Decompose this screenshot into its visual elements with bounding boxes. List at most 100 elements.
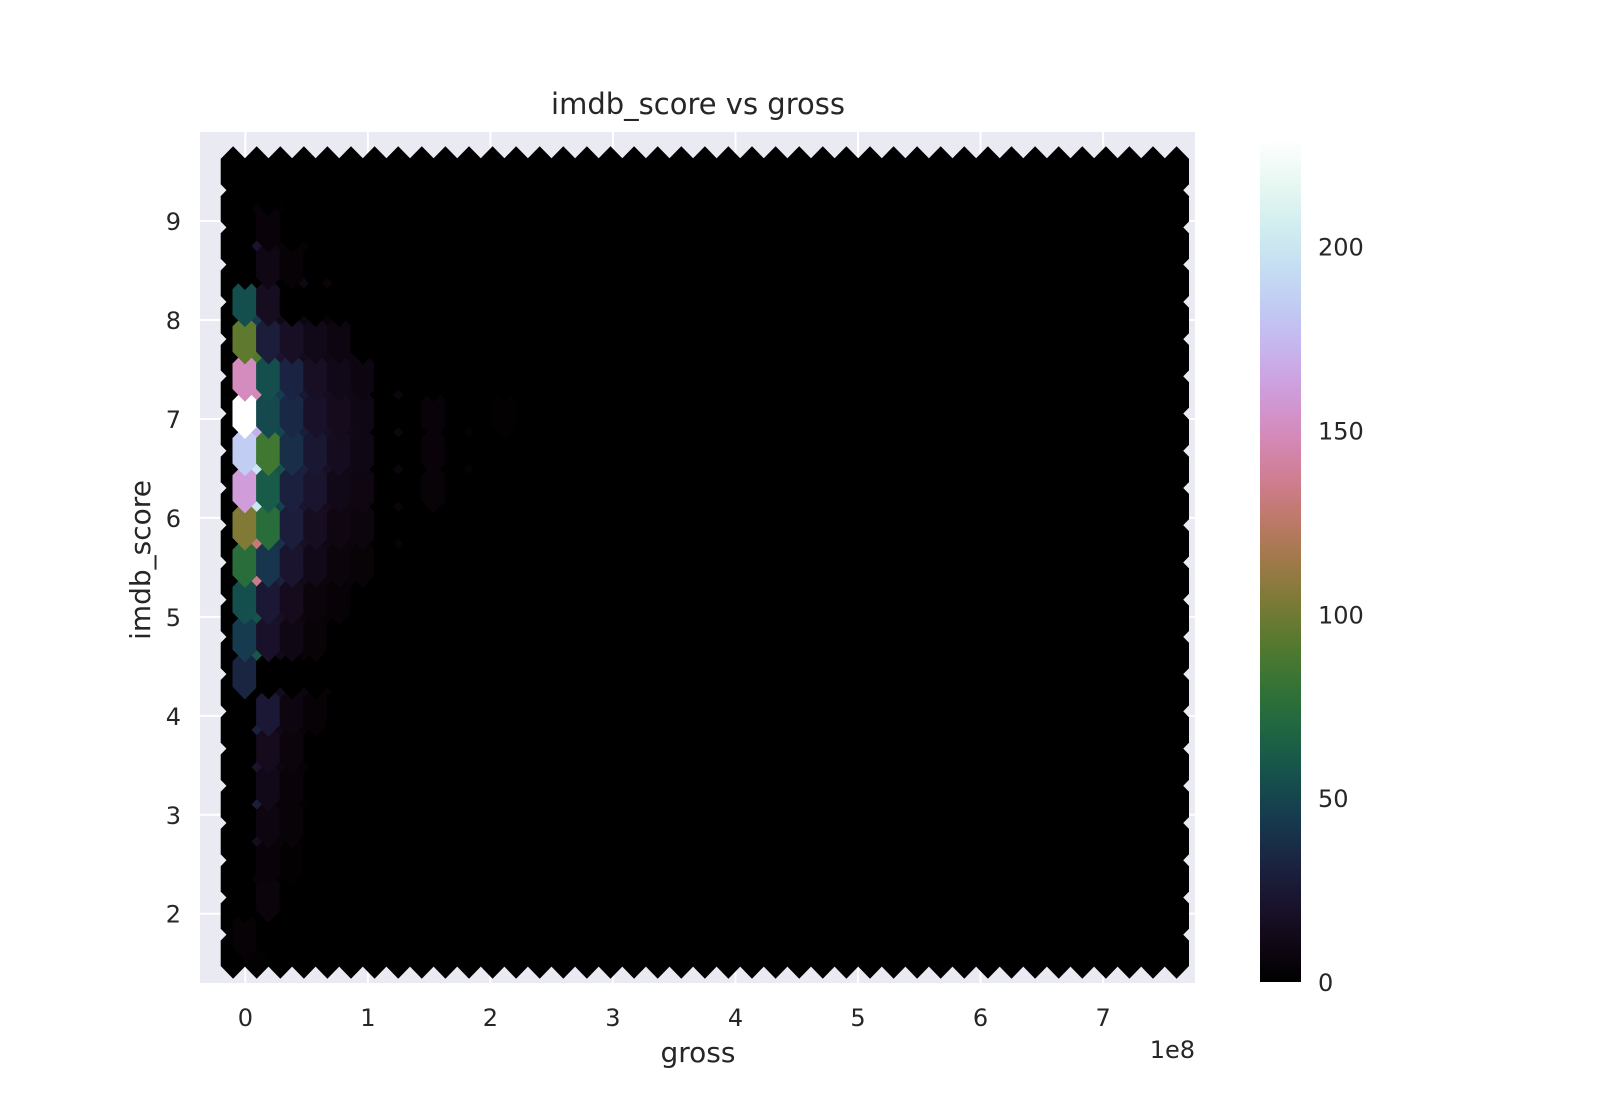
hexbin-cell	[751, 574, 777, 626]
hexbin-cell	[421, 872, 446, 923]
hexbin-cell	[1010, 537, 1036, 588]
hexbin-cell	[1128, 574, 1154, 626]
hexbin-cell	[303, 797, 328, 849]
hexbin-cell	[751, 239, 777, 291]
hexbin-cell	[256, 723, 281, 774]
hexbin-cell	[987, 909, 1013, 961]
hexbin-cell	[798, 202, 824, 253]
hexbin-cell	[374, 909, 399, 961]
hexbin-cell	[916, 909, 942, 961]
hexbin-cell	[279, 797, 305, 849]
hexbin-cell	[1105, 499, 1130, 551]
hexbin-cell	[633, 164, 659, 216]
hexbin-cell	[421, 834, 446, 886]
hexbin-cell	[421, 723, 446, 774]
hexbin-cell	[893, 760, 918, 812]
hexbin-cell	[468, 164, 494, 216]
hexbin-cell	[232, 872, 258, 923]
hexbin-cell	[374, 574, 399, 626]
hexbin-cell	[727, 797, 753, 849]
hexbin-cell	[326, 611, 352, 663]
hexbin-cell	[232, 909, 258, 961]
hexbin-cell	[1010, 685, 1036, 737]
hexbin-cell	[845, 574, 871, 626]
hexbin-cell	[1105, 760, 1130, 812]
hexbin-cell	[1058, 872, 1083, 923]
x-tick-label: 0	[238, 1004, 253, 1032]
hexbin-cell	[609, 164, 635, 216]
hexbin-cell	[1010, 239, 1036, 291]
hexbin-cell	[751, 499, 777, 551]
hexbin-cell	[444, 797, 470, 849]
hexbin-cell	[633, 313, 659, 365]
hexbin-cell	[397, 611, 423, 663]
hexbin-cell	[256, 499, 281, 551]
hexbin-cell	[727, 164, 753, 216]
hexbin-cell	[822, 909, 847, 961]
hexbin-cell	[232, 760, 258, 812]
hexbin-cell	[444, 350, 470, 402]
hexbin-cell	[1034, 685, 1060, 737]
hexbin-cell	[1105, 909, 1130, 961]
hexbin-cell	[775, 164, 800, 216]
y-tick-label: 7	[166, 406, 181, 434]
hexbin-cell	[256, 574, 281, 626]
hexbin-cell	[350, 723, 376, 774]
hexbin-cell	[1081, 760, 1107, 812]
hexbin-cell	[751, 872, 777, 923]
hexbin-cell	[326, 499, 352, 551]
hexbin-cell	[350, 425, 376, 477]
y-tick-label: 2	[166, 901, 181, 929]
hexbin-cell	[539, 872, 564, 923]
hexbin-cell	[374, 239, 399, 291]
hexbin-cell	[1105, 797, 1130, 849]
hexbin-cell	[845, 760, 871, 812]
hexbin-cell	[303, 276, 328, 328]
hexbin-cell	[633, 611, 659, 663]
hexbin-cell	[326, 202, 352, 253]
hexbin-cell	[397, 202, 423, 253]
hexbin-cell	[775, 202, 800, 253]
hexbin-cell	[727, 276, 753, 328]
hexbin-cell	[444, 164, 470, 216]
hexbin-cell	[421, 685, 446, 737]
hexbin-cell	[751, 723, 777, 774]
hexbin-cell	[869, 164, 895, 216]
hexbin-cell	[303, 350, 328, 402]
hexbin-cell	[492, 872, 517, 923]
hexbin-cell	[1058, 685, 1083, 737]
hexbin-cell	[657, 611, 682, 663]
hexbin-cell	[374, 872, 399, 923]
hexbin-cell	[562, 685, 588, 737]
hexbin-cell	[609, 537, 635, 588]
hexbin-cell	[893, 872, 918, 923]
hexbin-cell	[515, 909, 541, 961]
hexbin-cell	[1128, 537, 1154, 588]
hexbin-cell	[916, 425, 942, 477]
colorbar-tick-label: 200	[1318, 234, 1364, 262]
hexbin-cell	[350, 313, 376, 365]
hexbin-cell	[326, 723, 352, 774]
hexbin-cell	[657, 313, 682, 365]
hexbin-cell	[444, 760, 470, 812]
hexbin-cell	[822, 499, 847, 551]
hexbin-cell	[421, 760, 446, 812]
hexbin-cell	[893, 164, 918, 216]
hexbin-cell	[374, 425, 399, 477]
hexbin-cell	[1081, 164, 1107, 216]
hexbin-cell	[421, 425, 446, 477]
y-tick-label: 6	[166, 505, 181, 533]
hexbin-cell	[515, 313, 541, 365]
hexbin-cell	[256, 537, 281, 588]
hexbin-cell	[963, 313, 989, 365]
hexbin-cell	[468, 202, 494, 253]
hexbin-cell	[397, 760, 423, 812]
hexbin-cell	[279, 648, 305, 700]
hexbin-cell	[657, 648, 682, 700]
hexbin-cell	[798, 723, 824, 774]
hexbin-cell	[1105, 388, 1130, 439]
hexbin-cell	[1081, 537, 1107, 588]
hexbin-cell	[397, 313, 423, 365]
hexbin-cell	[350, 909, 376, 961]
hexbin-cell	[326, 388, 352, 439]
